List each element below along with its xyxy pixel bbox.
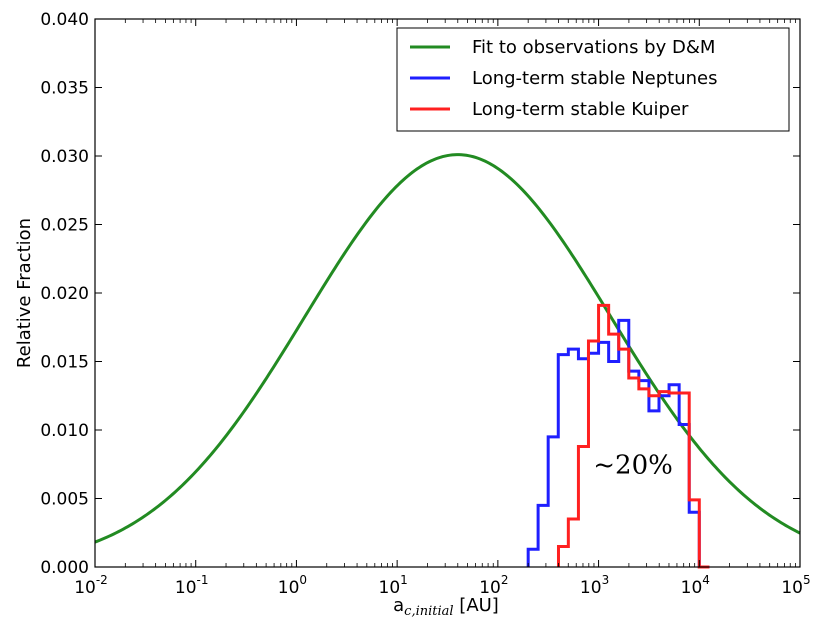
x-tick-label: 10-2 — [74, 573, 108, 598]
x-tick-label: 10-1 — [175, 573, 209, 598]
y-axis-label: Relative Fraction — [14, 218, 35, 368]
legend-box — [396, 27, 790, 132]
x-axis-label-unit: [AU] — [454, 595, 499, 616]
y-tick-label: 0.020 — [40, 284, 89, 304]
x-tick-label: 103 — [580, 573, 609, 598]
series-line-2 — [556, 303, 710, 569]
series-layer — [94, 153, 801, 569]
legend-label-0: Fit to observations by D&M — [472, 37, 715, 58]
y-tick-label: 0.010 — [40, 421, 89, 441]
ticks-layer — [94, 18, 801, 568]
legend: Fit to observations by D&M Long-term stab… — [396, 27, 790, 132]
annotation-percent: ~20% — [593, 450, 673, 480]
y-tick-label: 0.035 — [40, 79, 89, 99]
x-axis-label: ac,initial [AU] — [393, 595, 499, 619]
x-axis-label-main: a — [393, 595, 404, 616]
y-tick-label: 0.025 — [40, 216, 89, 236]
x-axis-label-sub: c,initial — [404, 604, 453, 619]
series-line-0 — [94, 153, 801, 544]
legend-label-2: Long-term stable Kuiper — [472, 99, 689, 120]
y-tick-label: 0.015 — [40, 353, 89, 373]
y-tick-label: 0.040 — [40, 10, 89, 30]
y-tick-label: 0.000 — [40, 558, 89, 578]
x-tick-label: 101 — [379, 573, 408, 598]
legend-label-1: Long-term stable Neptunes — [472, 68, 718, 89]
y-tick-label: 0.005 — [40, 490, 89, 510]
x-tick-label: 104 — [681, 573, 710, 598]
x-tick-label: 100 — [278, 573, 307, 598]
series-line-1 — [526, 318, 710, 569]
y-tick-label: 0.030 — [40, 147, 89, 167]
x-tick-label: 105 — [781, 573, 810, 598]
labels-layer: 0.000 0.005 0.010 0.015 0.020 0.025 0.030 0.035… — [40, 10, 810, 598]
x-tick-label: 102 — [479, 573, 508, 598]
